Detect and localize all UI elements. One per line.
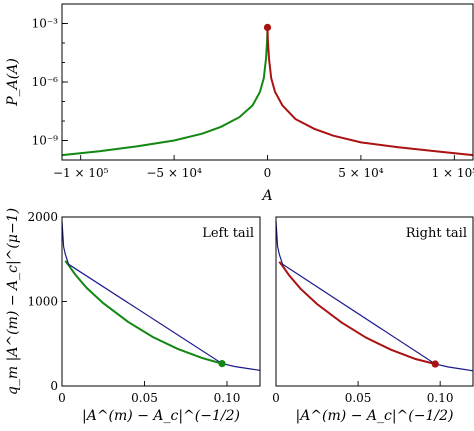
right-tail-annotation: Right tail (406, 226, 467, 241)
left-tail-end-marker (218, 360, 226, 368)
right-tail-end-marker (431, 360, 439, 368)
x-tick-label-4: 1 × 10⁵ (432, 166, 474, 180)
left-tail-series-line-1 (61, 221, 261, 371)
top-panel: −1 × 10⁵ −5 × 10⁴ 0 5 × 10⁴ 1 × 10⁵ 10⁻³ 10⁻⁶ 1… (5, 3, 474, 204)
left-tail-annotation: Left tail (202, 226, 254, 241)
y-axis-label: P_A(A) (5, 58, 21, 107)
left-tail-series-line-0 (64, 260, 223, 365)
right-tail-x-tick-label-1: 0.05 (345, 391, 372, 405)
left-tail-panel: 0 0.05 0.10 0 1000 2000 q_m |A^(m) − A_c|^(μ−1… (5, 208, 261, 424)
series-line-0 (61, 27, 269, 157)
left-tail-x-tick-label-0: 0 (58, 391, 66, 405)
x-tick-label-0: −1 × 10⁵ (53, 166, 109, 180)
y-tick-label-1: 10⁻⁶ (32, 75, 59, 89)
right-tail-panel: 0 0.05 0.10 Right tail |A^(m) − A_c|^(−1/2) (272, 216, 474, 424)
x-tick-label-3: 5 × 10⁴ (338, 166, 384, 180)
right-tail-series-line-0 (278, 261, 436, 365)
series-line-1 (266, 27, 474, 157)
right-tail-x-tick-label-0: 0 (272, 391, 280, 405)
right-tail-x-axis-label: |A^(m) − A_c|^(−1/2) (296, 408, 454, 424)
left-tail-x-tick-label-2: 0.10 (214, 391, 241, 405)
x-tick-label-1: −5 × 10⁴ (146, 166, 202, 180)
left-tail-x-tick-label-1: 0.05 (131, 391, 158, 405)
peak-marker (263, 23, 272, 31)
right-tail-series-line-1 (275, 221, 474, 372)
right-tail-axes-frame (275, 216, 474, 387)
x-axis-label: A (260, 188, 272, 204)
y-tick-label-2: 10⁻⁹ (32, 134, 59, 148)
right-tail-x-tick-label-2: 0.10 (427, 391, 454, 405)
x-tick-label-2: 0 (264, 166, 272, 180)
left-tail-axes-frame (61, 216, 261, 387)
left-tail-x-axis-label: |A^(m) − A_c|^(−1/2) (82, 408, 240, 424)
y-tick-label-0: 10⁻³ (32, 17, 59, 31)
left-tail-y-tick-label-0: 0 (50, 379, 58, 393)
left-tail-y-tick-label-2: 2000 (27, 210, 58, 224)
left-tail-y-axis-label: q_m |A^(m) − A_c|^(μ−1) (5, 208, 21, 395)
left-tail-y-tick-label-1: 1000 (27, 295, 58, 309)
